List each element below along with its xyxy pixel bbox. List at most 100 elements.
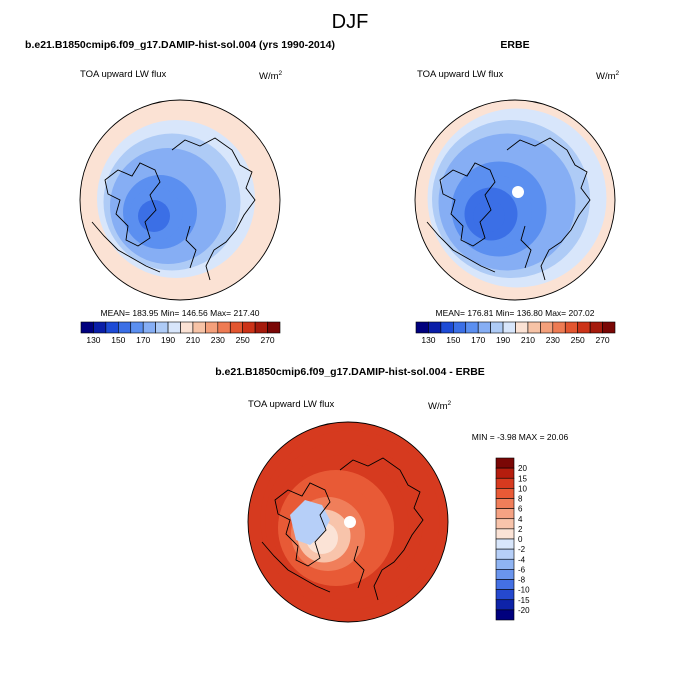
blue-anomaly-region bbox=[290, 500, 330, 545]
colorbar-swatch bbox=[552, 321, 566, 334]
colorbar-swatch bbox=[229, 321, 243, 334]
colorbar-swatch bbox=[453, 321, 467, 334]
colorbar-swatch bbox=[192, 321, 206, 334]
colorbar-swatch bbox=[495, 609, 515, 621]
colorbar-tick-label: -4 bbox=[518, 555, 526, 564]
panel-diff-title: b.e21.B1850cmip6.f09_g17.DAMIP-hist-sol.… bbox=[215, 366, 485, 378]
figure-title: DJF bbox=[332, 11, 369, 33]
panel-diff-stats: MIN = -3.98 MAX = 20.06 bbox=[472, 432, 569, 442]
colorbar-swatch bbox=[577, 321, 591, 334]
colorbar-swatch bbox=[205, 321, 219, 334]
colorbar-tick-label: 6 bbox=[518, 505, 523, 514]
colorbar-swatch bbox=[242, 321, 256, 334]
colorbar-swatch bbox=[477, 321, 491, 334]
colorbar-swatch bbox=[180, 321, 194, 334]
colorbar-swatch bbox=[495, 457, 515, 469]
panel-model-title: b.e21.B1850cmip6.f09_g17.DAMIP-hist-sol.… bbox=[25, 39, 335, 51]
colorbar-obs: 130 150 170 190 210 230 250 270 bbox=[415, 321, 616, 345]
colorbar-tick-label: 270 bbox=[260, 335, 274, 345]
map-boundary-obs bbox=[414, 99, 616, 301]
colorbar-swatch bbox=[495, 579, 515, 590]
colorbar-swatch bbox=[495, 477, 515, 489]
panel-obs-stats: MEAN= 176.81 Min= 136.80 Max= 207.02 bbox=[435, 308, 594, 318]
coastline-model bbox=[91, 137, 256, 281]
colorbar-tick-label: 190 bbox=[161, 335, 175, 345]
colorbar-tick-label: 150 bbox=[446, 335, 460, 345]
colorbar-swatch bbox=[415, 321, 429, 334]
colorbar-swatch bbox=[155, 321, 169, 334]
colorbar-swatch bbox=[465, 321, 479, 334]
colorbar-swatch bbox=[495, 467, 515, 479]
colorbar-model: 130 150 170 190 210 230 250 270 bbox=[80, 321, 281, 345]
colorbar-tick-label: 230 bbox=[546, 335, 560, 345]
polar-map-obs bbox=[414, 99, 616, 301]
colorbar-swatch bbox=[602, 321, 616, 334]
colorbar-swatch bbox=[490, 321, 504, 334]
colorbar-swatch bbox=[527, 321, 541, 334]
colorbar-swatch bbox=[564, 321, 578, 334]
colorbar-tick-label: -10 bbox=[518, 586, 530, 595]
panel-diff-units: W/m2 bbox=[428, 400, 452, 412]
colorbar-swatch bbox=[495, 518, 515, 530]
contour-fill-obs bbox=[415, 100, 615, 300]
colorbar-tick-label: 230 bbox=[211, 335, 225, 345]
colorbar-tick-label: -20 bbox=[518, 606, 530, 615]
colorbar-swatch bbox=[495, 528, 515, 540]
panel-model-field-label: TOA upward LW flux bbox=[80, 69, 166, 80]
colorbar-swatch bbox=[167, 321, 181, 334]
colorbar-swatch bbox=[495, 498, 515, 509]
colorbar-swatch bbox=[589, 321, 603, 334]
colorbar-swatch bbox=[495, 569, 515, 580]
colorbar-swatch bbox=[495, 508, 515, 520]
colorbar-swatch bbox=[540, 321, 554, 334]
panel-model-stats: MEAN= 183.95 Min= 146.56 Max= 217.40 bbox=[100, 308, 259, 318]
colorbar-swatch bbox=[495, 599, 515, 611]
colorbar-swatch bbox=[428, 321, 442, 334]
colorbar-tick-label: 190 bbox=[496, 335, 510, 345]
colorbar-swatch bbox=[130, 321, 144, 334]
colorbar-tick-label: -8 bbox=[518, 576, 526, 585]
colorbar-tick-label: 210 bbox=[521, 335, 535, 345]
colorbar-tick-label: 130 bbox=[421, 335, 435, 345]
colorbar-swatch bbox=[217, 321, 231, 334]
colorbar-swatch bbox=[515, 321, 529, 334]
colorbar-swatch bbox=[267, 321, 281, 334]
colorbar-swatch bbox=[495, 488, 515, 499]
colorbar-swatch bbox=[495, 538, 515, 550]
colorbar-swatch bbox=[502, 321, 516, 334]
colorbar-swatch bbox=[495, 548, 515, 560]
panel-obs-title: ERBE bbox=[500, 39, 529, 51]
colorbar-tick-label: 130 bbox=[86, 335, 100, 345]
colorbar-swatch bbox=[105, 321, 119, 334]
colorbar-tick-label: 10 bbox=[518, 484, 527, 493]
colorbar-tick-label: -2 bbox=[518, 545, 526, 554]
panel-model-units: W/m2 bbox=[259, 70, 283, 82]
colorbar-tick-label: 20 bbox=[518, 464, 527, 473]
colorbar-tick-label: 15 bbox=[518, 474, 527, 483]
panel-obs-units: W/m2 bbox=[596, 70, 620, 82]
colorbar-tick-label: 170 bbox=[471, 335, 485, 345]
colorbar-tick-label: 2 bbox=[518, 525, 523, 534]
colorbar-swatch bbox=[254, 321, 268, 334]
colorbar-tick-label: 270 bbox=[595, 335, 609, 345]
colorbar-swatch bbox=[80, 321, 94, 334]
map-boundary-model bbox=[79, 99, 281, 301]
colorbar-swatch bbox=[118, 321, 132, 334]
colorbar-swatch bbox=[440, 321, 454, 334]
colorbar-swatch bbox=[495, 589, 515, 601]
colorbar-tick-label: 0 bbox=[518, 535, 523, 544]
colorbar-tick-label: 210 bbox=[186, 335, 200, 345]
colorbar-tick-label: -6 bbox=[518, 565, 526, 574]
polar-map-model bbox=[79, 99, 281, 301]
polar-map-diff bbox=[247, 421, 449, 623]
map-boundary-diff bbox=[247, 421, 449, 623]
colorbar-tick-label: 170 bbox=[136, 335, 150, 345]
contour-fill-model bbox=[80, 100, 280, 300]
colorbar-tick-label: 250 bbox=[236, 335, 250, 345]
colorbar-tick-label: 4 bbox=[518, 515, 523, 524]
pole-missing-data-obs bbox=[512, 186, 524, 198]
colorbar-swatch bbox=[93, 321, 107, 334]
colorbar-tick-label: 150 bbox=[111, 335, 125, 345]
